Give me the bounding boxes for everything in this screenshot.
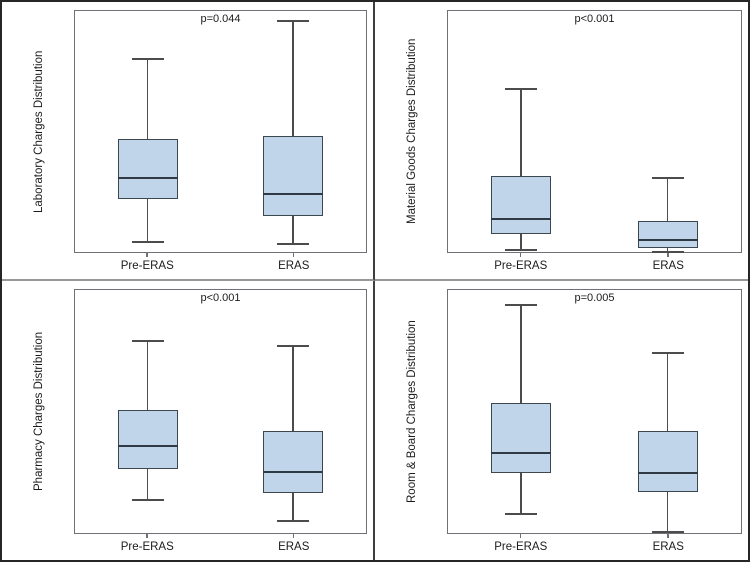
box [491, 402, 552, 474]
x-tick-label-eras: ERAS [278, 260, 310, 272]
y-axis-title: Laboratory Charges Distribution [33, 50, 45, 213]
median-line [491, 451, 552, 454]
box [637, 220, 698, 249]
panel-material-goods-charges: Material Goods Charges Distribution p<0.… [375, 2, 748, 281]
median-line [263, 471, 324, 474]
median-line [637, 472, 698, 475]
median-line [117, 444, 178, 447]
box [263, 430, 324, 493]
x-tick-label-pre-eras: Pre-ERAS [120, 260, 174, 272]
plot-area: p<0.001 [74, 289, 367, 534]
x-tick-pre-eras [146, 534, 148, 538]
box [117, 138, 178, 199]
x-axis: Pre-ERAS ERAS [74, 253, 367, 279]
whisker-line [292, 20, 294, 244]
panel-laboratory-charges: Laboratory Charges Distribution p=0.044 … [2, 2, 375, 281]
whisker-cap-top [651, 177, 684, 180]
x-tick-label-pre-eras: Pre-ERAS [120, 541, 174, 553]
whisker-cap-bottom [277, 519, 310, 522]
y-axis-title: Material Goods Charges Distribution [406, 38, 418, 225]
whisker-cap-bottom [505, 512, 538, 515]
whisker-cap-bottom [131, 499, 164, 502]
box [263, 136, 324, 216]
whisker-cap-bottom [651, 530, 684, 533]
panel-pharmacy-charges: Pharmacy Charges Distribution p<0.001 Pr… [2, 281, 375, 560]
box [637, 430, 698, 492]
median-line [117, 177, 178, 180]
whisker-line [520, 89, 522, 250]
x-tick-eras [667, 253, 669, 257]
x-tick-label-eras: ERAS [652, 541, 684, 553]
plot-area: p<0.001 [447, 10, 742, 253]
x-tick-label-eras: ERAS [652, 260, 684, 272]
x-tick-eras [292, 534, 295, 538]
p-value-annotation: p<0.001 [574, 13, 615, 25]
x-tick-label-eras: ERAS [278, 541, 310, 553]
x-axis: Pre-ERAS ERAS [447, 534, 742, 560]
x-tick-label-pre-eras: Pre-ERAS [494, 260, 548, 272]
whisker-cap-top [505, 303, 538, 306]
x-tick-pre-eras [519, 534, 522, 538]
x-axis: Pre-ERAS ERAS [447, 253, 742, 279]
median-line [491, 218, 552, 221]
box [491, 176, 552, 234]
x-tick-eras [292, 253, 295, 257]
x-tick-eras [667, 534, 669, 538]
panel-room-board-charges: Room & Board Charges Distribution p=0.00… [375, 281, 748, 560]
x-tick-pre-eras [146, 253, 148, 257]
whisker-line [666, 178, 669, 252]
whisker-cap-bottom [505, 248, 538, 251]
whisker-cap-bottom [131, 241, 164, 244]
x-axis: Pre-ERAS ERAS [74, 534, 367, 560]
whisker-cap-top [277, 344, 310, 347]
y-axis-title: Pharmacy Charges Distribution [33, 331, 45, 492]
median-line [637, 238, 698, 241]
y-axis-title: Room & Board Charges Distribution [406, 320, 418, 503]
whisker-cap-top [131, 58, 164, 61]
median-line [263, 193, 324, 196]
x-tick-pre-eras [519, 253, 522, 257]
plot-area: p=0.005 [447, 289, 742, 534]
whisker-cap-top [651, 352, 684, 355]
p-value-annotation: p=0.005 [574, 292, 615, 304]
whisker-cap-bottom [651, 251, 684, 253]
plot-area: p=0.044 [74, 10, 367, 253]
whisker-cap-top [505, 88, 538, 91]
whisker-cap-top [131, 340, 164, 343]
p-value-annotation: p=0.044 [200, 13, 241, 25]
whisker-cap-bottom [277, 242, 310, 245]
whisker-cap-top [277, 19, 310, 22]
p-value-annotation: p<0.001 [200, 292, 241, 304]
box [117, 410, 178, 469]
x-tick-label-pre-eras: Pre-ERAS [494, 541, 548, 553]
